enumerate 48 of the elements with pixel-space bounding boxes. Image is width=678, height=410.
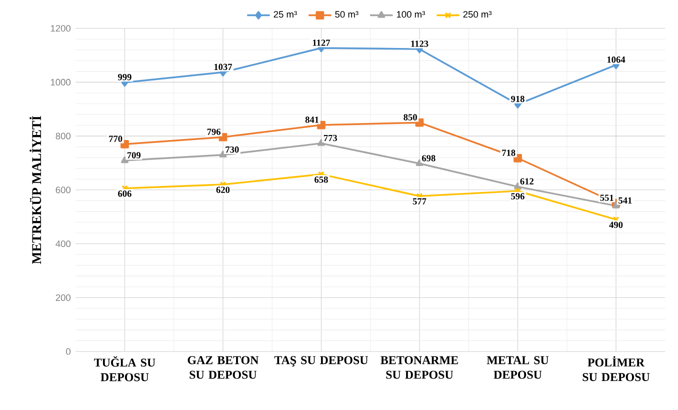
y-tick-label: 1000 — [50, 78, 71, 86]
point — [416, 159, 424, 166]
x-tick-label: METAL SU DEPOSU — [486, 356, 549, 379]
point — [219, 150, 227, 158]
point — [612, 202, 620, 208]
x-tick-label: TUĞLA SU DEPOSU — [94, 356, 156, 382]
data-label: 596 — [511, 193, 524, 200]
data-label: 999 — [118, 74, 132, 80]
data-label: 709 — [127, 152, 141, 158]
data-label: 490 — [609, 222, 623, 228]
data-label: 551 — [600, 194, 614, 201]
y-tick-label: 1200 — [50, 25, 71, 32]
legend-label: 25 m³ — [274, 11, 297, 18]
x-tick-label: BETONARME SU DEPOSU — [380, 356, 458, 379]
data-label: 620 — [216, 186, 230, 193]
data-label: 612 — [520, 178, 534, 184]
data-label: 850 — [404, 114, 417, 120]
data-label: 718 — [502, 150, 516, 156]
data-label: 606 — [118, 190, 132, 197]
point — [120, 156, 128, 164]
legend-label: 100 m³ — [396, 11, 425, 18]
data-label: 1123 — [411, 40, 428, 47]
legend-label: 250 m³ — [463, 11, 492, 18]
y-tick-label: 200 — [56, 294, 71, 301]
data-label: 1037 — [214, 64, 232, 70]
y-axis-title: METREKÜP MALİYETİ — [30, 116, 42, 264]
point — [514, 182, 522, 190]
point — [317, 139, 325, 146]
y-tick-label: 0 — [66, 348, 71, 355]
legend-label: 50 m³ — [335, 11, 358, 18]
x-tick-label: POLİMER SU DEPOSU — [582, 356, 650, 382]
y-tick-label: 600 — [56, 186, 71, 194]
data-label: 698 — [422, 155, 436, 162]
y-tick-label: 400 — [56, 240, 71, 248]
x-tick-label: TAŞ SU DEPOSU — [274, 356, 368, 367]
data-label: 770 — [109, 136, 122, 142]
data-label: 796 — [207, 128, 221, 135]
data-label: 658 — [314, 176, 328, 183]
y-tick-label: 800 — [56, 132, 71, 140]
x-tick-label: GAZ BETON SU DEPOSU — [188, 356, 259, 379]
data-label: 773 — [324, 134, 338, 142]
data-label: 541 — [618, 197, 632, 204]
data-label: 841 — [305, 116, 319, 123]
data-label: 577 — [412, 198, 426, 204]
data-label: 918 — [511, 96, 524, 102]
data-label: 730 — [226, 146, 239, 153]
data-label: 1127 — [312, 40, 330, 46]
data-label: 1064 — [607, 56, 626, 63]
